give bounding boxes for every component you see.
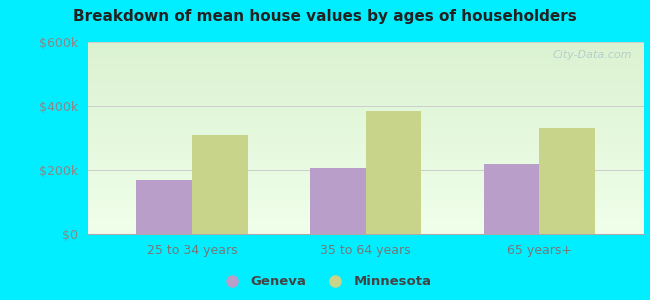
Bar (136, 180, 192, 234)
Bar (192, 135, 248, 234)
Bar (484, 164, 540, 234)
Text: Breakdown of mean house values by ages of householders: Breakdown of mean house values by ages o… (73, 9, 577, 24)
Bar (365, 111, 421, 234)
Bar (540, 128, 595, 234)
Text: City-Data.com: City-Data.com (553, 50, 632, 60)
Legend: Geneva, Minnesota: Geneva, Minnesota (213, 270, 437, 293)
Bar (310, 168, 365, 234)
